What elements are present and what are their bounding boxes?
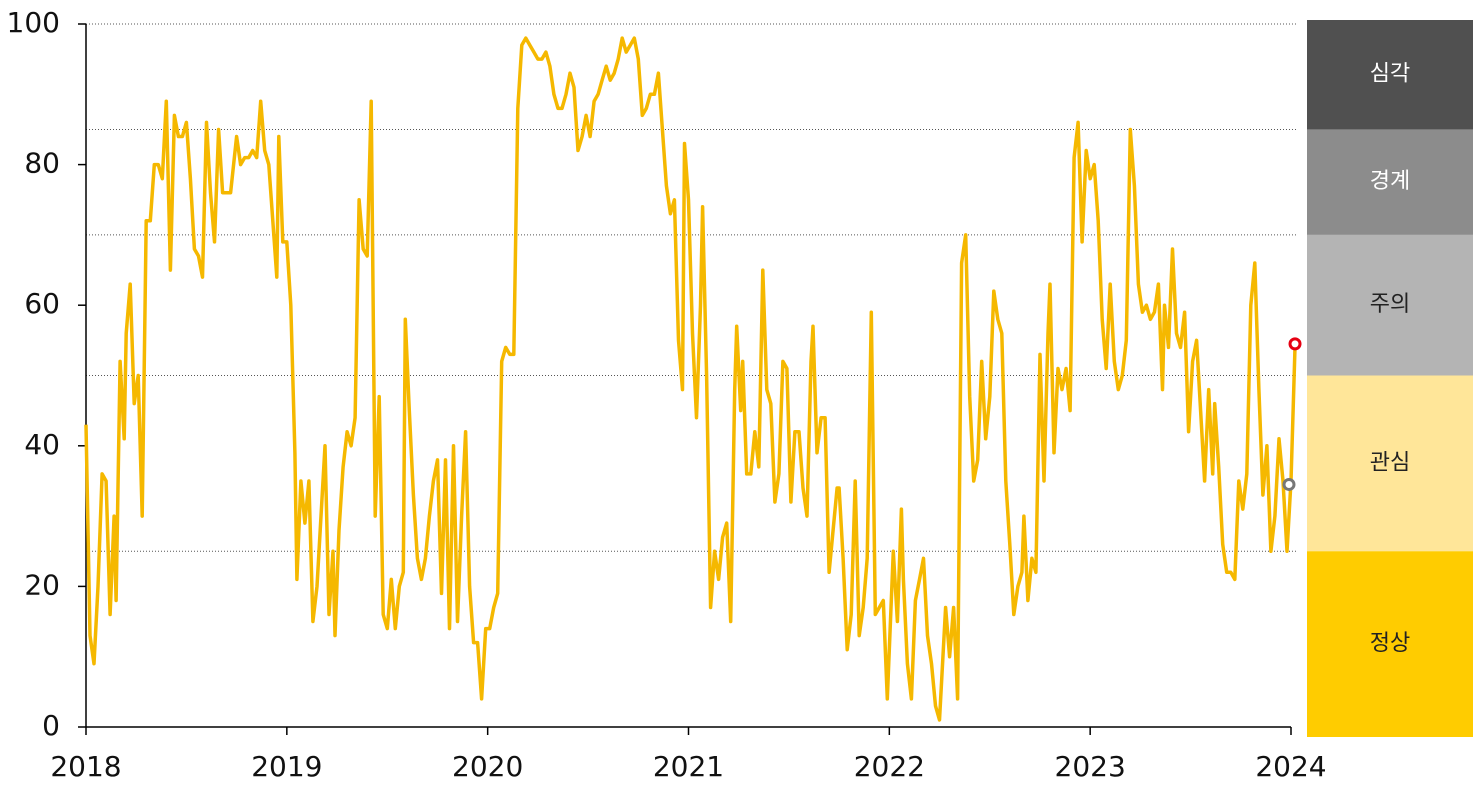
y-tick-label: 60 <box>24 287 60 320</box>
level-band <box>1307 551 1473 737</box>
line-series <box>84 36 1297 722</box>
y-tick-label: 20 <box>24 568 60 601</box>
x-tick-label: 2018 <box>50 750 121 783</box>
level-band <box>1307 375 1473 552</box>
level-band <box>1307 20 1473 130</box>
x-tick-label: 2022 <box>854 750 925 783</box>
y-tick-label: 0 <box>42 709 60 742</box>
x-tick-label: 2019 <box>251 750 322 783</box>
level-label: 정상 <box>1370 631 1410 656</box>
level-band <box>1307 234 1473 376</box>
level-label: 심각 <box>1370 62 1410 87</box>
y-tick-label: 80 <box>24 147 60 180</box>
level-band <box>1307 129 1473 235</box>
level-label: 경계 <box>1370 169 1410 194</box>
level-label: 관심 <box>1370 450 1410 475</box>
end-marker <box>1282 477 1296 491</box>
level-label: 주의 <box>1370 292 1410 317</box>
end-marker <box>1288 337 1302 351</box>
x-tick-label: 2023 <box>1055 750 1126 783</box>
y-tick-label: 100 <box>7 6 60 39</box>
x-tick-label: 2020 <box>452 750 523 783</box>
y-tick-label: 40 <box>24 428 60 461</box>
x-tick-label: 2024 <box>1255 750 1326 783</box>
x-tick-label: 2021 <box>653 750 724 783</box>
